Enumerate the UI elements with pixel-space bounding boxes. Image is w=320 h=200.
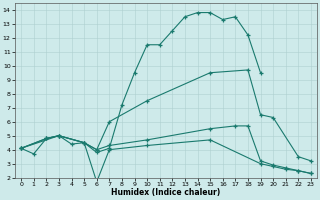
- X-axis label: Humidex (Indice chaleur): Humidex (Indice chaleur): [111, 188, 221, 197]
